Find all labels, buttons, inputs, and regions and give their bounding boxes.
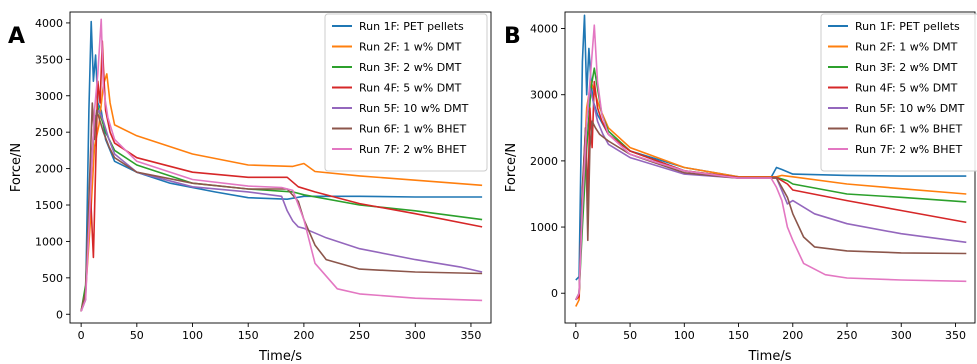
- series-lines: [575, 14, 967, 307]
- x-tick-label: 200: [782, 329, 803, 342]
- axes-frame: [69, 11, 492, 324]
- series-line-6: [80, 102, 483, 312]
- legend-label: Run 7F: 2 w% BHET: [359, 143, 466, 156]
- y-tick-label: 0: [551, 287, 558, 300]
- x-tick-label: 250: [349, 329, 370, 342]
- x-axis-label: Time/s: [258, 349, 302, 364]
- x-tick-label: 150: [728, 329, 749, 342]
- series-line-7: [575, 24, 967, 301]
- legend-label: Run 1F: PET pellets: [359, 20, 464, 33]
- panel-label: A: [8, 24, 25, 49]
- legend-label: Run 7F: 2 w% BHET: [855, 143, 962, 156]
- y-tick-label: 1500: [35, 199, 63, 212]
- x-tick-label: 100: [674, 329, 695, 342]
- x-tick-label: 200: [293, 329, 314, 342]
- x-tick-label: 0: [572, 329, 579, 342]
- y-tick-label: 2000: [530, 155, 558, 168]
- legend-label: Run 5F: 10 w% DMT: [855, 102, 965, 115]
- series-line-4: [80, 40, 483, 312]
- x-tick-label: 100: [182, 329, 203, 342]
- y-tick-label: 3000: [35, 90, 63, 103]
- series-line-1: [80, 20, 483, 312]
- legend-label: Run 4F: 5 w% DMT: [855, 82, 958, 95]
- chart-panel-a: A0 50 100 150 200 250 300 350050010001500200025…: [8, 11, 492, 364]
- series-lines: [80, 18, 483, 312]
- y-tick-label: 3000: [530, 89, 558, 102]
- legend-label: Run 4F: 5 w% DMT: [359, 82, 462, 95]
- y-tick-label: 1000: [530, 221, 558, 234]
- y-tick-label: 4000: [530, 23, 558, 36]
- legend: Run 1F: PET pellets Run 2F: 1 w% DMT Run 3…: [820, 13, 977, 172]
- x-tick-label: 250: [837, 329, 858, 342]
- legend-label: Run 6F: 1 w% BHET: [359, 123, 466, 136]
- series-line-6: [575, 120, 967, 301]
- x-tick-label: 50: [623, 329, 637, 342]
- y-tick-label: 2000: [35, 163, 63, 176]
- y-tick-label: 500: [42, 272, 63, 285]
- x-tick-label: 150: [238, 329, 259, 342]
- series-line-2: [80, 73, 483, 312]
- x-tick-label: 0: [78, 329, 85, 342]
- legend-box: [324, 13, 488, 172]
- x-tick-label: 300: [405, 329, 426, 342]
- x-tick-label: 350: [460, 329, 481, 342]
- legend: Run 1F: PET pellets Run 2F: 1 w% DMT Run 3…: [324, 13, 488, 172]
- x-tick-label: 50: [130, 329, 144, 342]
- x-axis-label: Time/s: [748, 349, 792, 364]
- legend-label: Run 3F: 2 w% DMT: [855, 61, 958, 74]
- legend-box: [820, 13, 977, 172]
- y-tick-label: 4000: [35, 17, 63, 30]
- x-tick-label: 350: [945, 329, 966, 342]
- y-axis-label: Force/N: [504, 143, 519, 192]
- legend-label: Run 5F: 10 w% DMT: [359, 102, 469, 115]
- y-tick-label: 2500: [35, 126, 63, 139]
- y-tick-label: 3500: [35, 53, 63, 66]
- legend-label: Run 3F: 2 w% DMT: [359, 61, 462, 74]
- x-tick-label: 300: [891, 329, 912, 342]
- y-tick-label: 0: [56, 308, 63, 321]
- legend-label: Run 2F: 1 w% DMT: [359, 41, 462, 54]
- series-line-7: [80, 18, 483, 312]
- legend-label: Run 1F: PET pellets: [855, 20, 960, 33]
- chart-panel-b: B 0 50 100 150 200 250 300 350 0 1000 2000 3000 4000 T…: [504, 11, 977, 364]
- y-axis-label: Force/N: [9, 143, 24, 192]
- legend-label: Run 6F: 1 w% BHET: [855, 123, 962, 136]
- panel-label: B: [504, 24, 521, 49]
- y-tick-label: 1000: [35, 235, 63, 248]
- legend-label: Run 2F: 1 w% DMT: [855, 41, 958, 54]
